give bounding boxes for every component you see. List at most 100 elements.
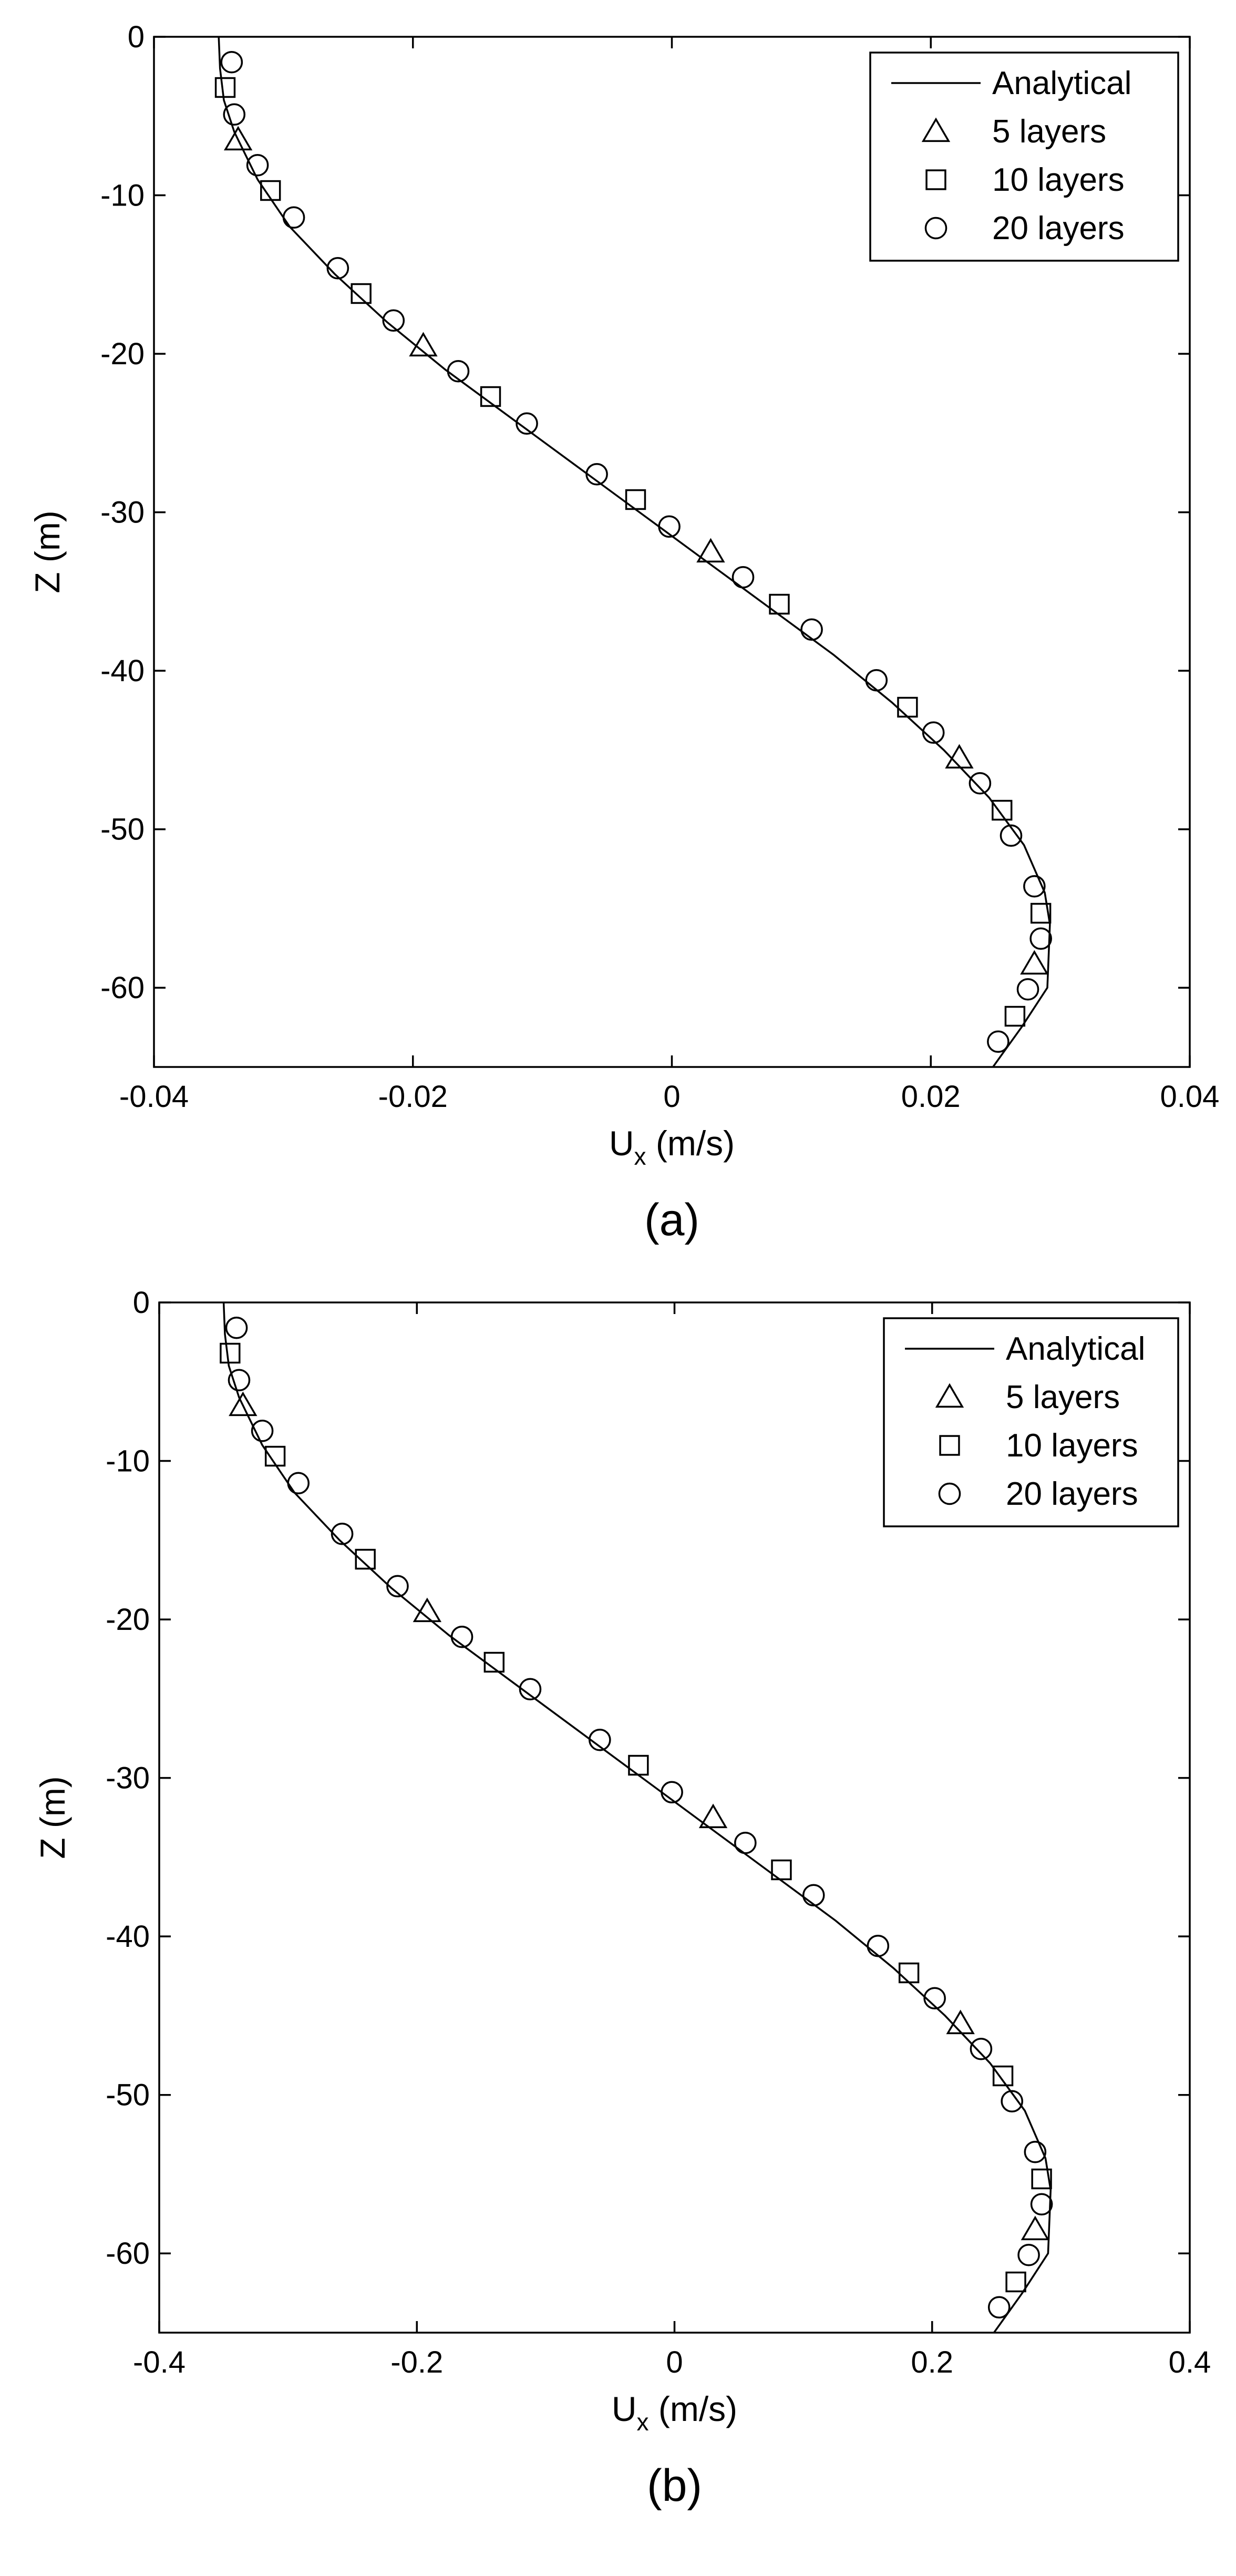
circle-point	[251, 1419, 274, 1442]
legend-triangle-sample	[935, 1383, 964, 1408]
triangle-point	[696, 538, 725, 563]
y-tick-label: -60	[100, 971, 145, 1005]
circle-point	[450, 1625, 473, 1648]
x-tick-label: -0.02	[378, 1080, 448, 1114]
square-point	[264, 1445, 286, 1467]
circle-point	[800, 618, 823, 641]
x-axis-label-unit: (m/s)	[649, 2389, 738, 2428]
square-point	[628, 1754, 649, 1776]
circle-point	[1016, 978, 1039, 1001]
square-point	[220, 1342, 241, 1364]
triangle-point	[698, 1803, 728, 1829]
square-point	[897, 696, 918, 718]
y-tick-label: -20	[100, 337, 145, 371]
series-10-layers	[220, 1342, 1052, 2293]
legend-entry: 5 layers	[1006, 1379, 1120, 1415]
legend: Analytical 5 layers 10 layers 20 layers	[883, 1317, 1179, 1527]
legend-entry: 10 layers	[992, 162, 1125, 198]
x-axis-label-sub: x	[634, 1143, 646, 1170]
x-tick-label: -0.2	[390, 2345, 443, 2379]
circle-point	[246, 153, 269, 177]
plot-area	[214, 37, 1052, 1067]
triangle-point	[409, 332, 438, 357]
circle-point	[661, 1781, 683, 1804]
circle-point	[970, 2037, 993, 2060]
circle-point	[326, 256, 349, 280]
triangle-point	[413, 1597, 442, 1623]
y-axis-label: Z (m)	[28, 510, 67, 593]
x-axis-label-main: U	[612, 2389, 637, 2428]
circle-point	[287, 1472, 310, 1495]
square-point	[260, 180, 281, 201]
chart-panel-2: -0.4 -0.2 0 0.2 0.4 0 -10 -20 -30 -40 -50 -60 Z (m) U…	[33, 1286, 1211, 2511]
circle-point	[516, 412, 538, 435]
circle-point	[1030, 2193, 1053, 2216]
y-tick-label: -60	[106, 2236, 150, 2271]
circle-point	[220, 50, 243, 74]
legend-square-sample	[939, 1435, 960, 1456]
y-tick-label: -20	[106, 1603, 150, 1637]
circle-point	[386, 1575, 409, 1598]
series-5-layers	[229, 1391, 1050, 2241]
circle-point	[734, 1831, 757, 1854]
circle-point	[969, 772, 992, 795]
legend-box	[883, 1317, 1179, 1527]
circle-point	[228, 1369, 251, 1392]
circle-point	[1024, 2140, 1047, 2163]
circle-point	[382, 309, 405, 332]
square-point	[992, 799, 1013, 821]
circle-point	[282, 206, 305, 229]
x-axis-label: Ux (m/s)	[612, 2389, 737, 2436]
circle-point	[1000, 824, 1023, 847]
circle-point	[585, 463, 608, 486]
y-tick-label: -30	[100, 496, 145, 530]
legend-entry: 20 layers	[992, 210, 1125, 247]
triangle-point	[229, 1391, 258, 1417]
x-axis-label-unit: (m/s)	[646, 1124, 735, 1163]
triangle-point	[1020, 950, 1049, 975]
circle-point	[1017, 2243, 1040, 2266]
triangle-point	[945, 744, 974, 769]
circle-point	[1029, 927, 1052, 950]
series-20-layers	[220, 50, 1052, 1053]
square-point	[1031, 2168, 1052, 2190]
square-point	[769, 593, 790, 615]
legend-entry: 5 layers	[992, 114, 1106, 150]
square-point	[1004, 1005, 1026, 1027]
y-tick-label: -40	[100, 654, 145, 688]
circle-point	[519, 1678, 542, 1701]
plot-area	[220, 1302, 1053, 2333]
x-tick-label: 0.2	[911, 2345, 953, 2379]
y-tick-label: -10	[100, 179, 145, 213]
x-tick-label: 0.04	[1160, 1080, 1220, 1114]
square-point	[214, 77, 236, 98]
legend-box	[869, 52, 1179, 262]
panel-label: (b)	[647, 2460, 702, 2511]
y-axis-label: Z (m)	[33, 1776, 72, 1859]
x-axis-label-main: U	[609, 1124, 634, 1163]
circle-point	[865, 669, 888, 692]
x-tick-label: 0.4	[1169, 2345, 1211, 2379]
x-tick-label: 0	[663, 1080, 680, 1114]
series-20-layers	[225, 1316, 1053, 2319]
legend-circle-sample	[924, 217, 947, 240]
circle-point	[447, 360, 470, 383]
panel-label: (a)	[644, 1195, 699, 1245]
circle-point	[589, 1728, 611, 1751]
square-point	[898, 1962, 920, 1984]
y-tick-label: -50	[100, 813, 145, 847]
circle-point	[1023, 875, 1046, 898]
triangle-point	[223, 126, 253, 151]
circle-point	[225, 1316, 248, 1339]
circle-point	[987, 1030, 1010, 1053]
x-axis-label-sub: x	[637, 2408, 649, 2436]
y-tick-label: -30	[106, 1761, 150, 1795]
square-point	[771, 1859, 792, 1881]
legend-entry: Analytical	[1006, 1331, 1145, 1367]
x-tick-label: 0	[666, 2345, 683, 2379]
y-tick-label: 0	[133, 1286, 150, 1320]
circle-point	[922, 721, 945, 744]
legend-entry: 10 layers	[1006, 1428, 1138, 1464]
